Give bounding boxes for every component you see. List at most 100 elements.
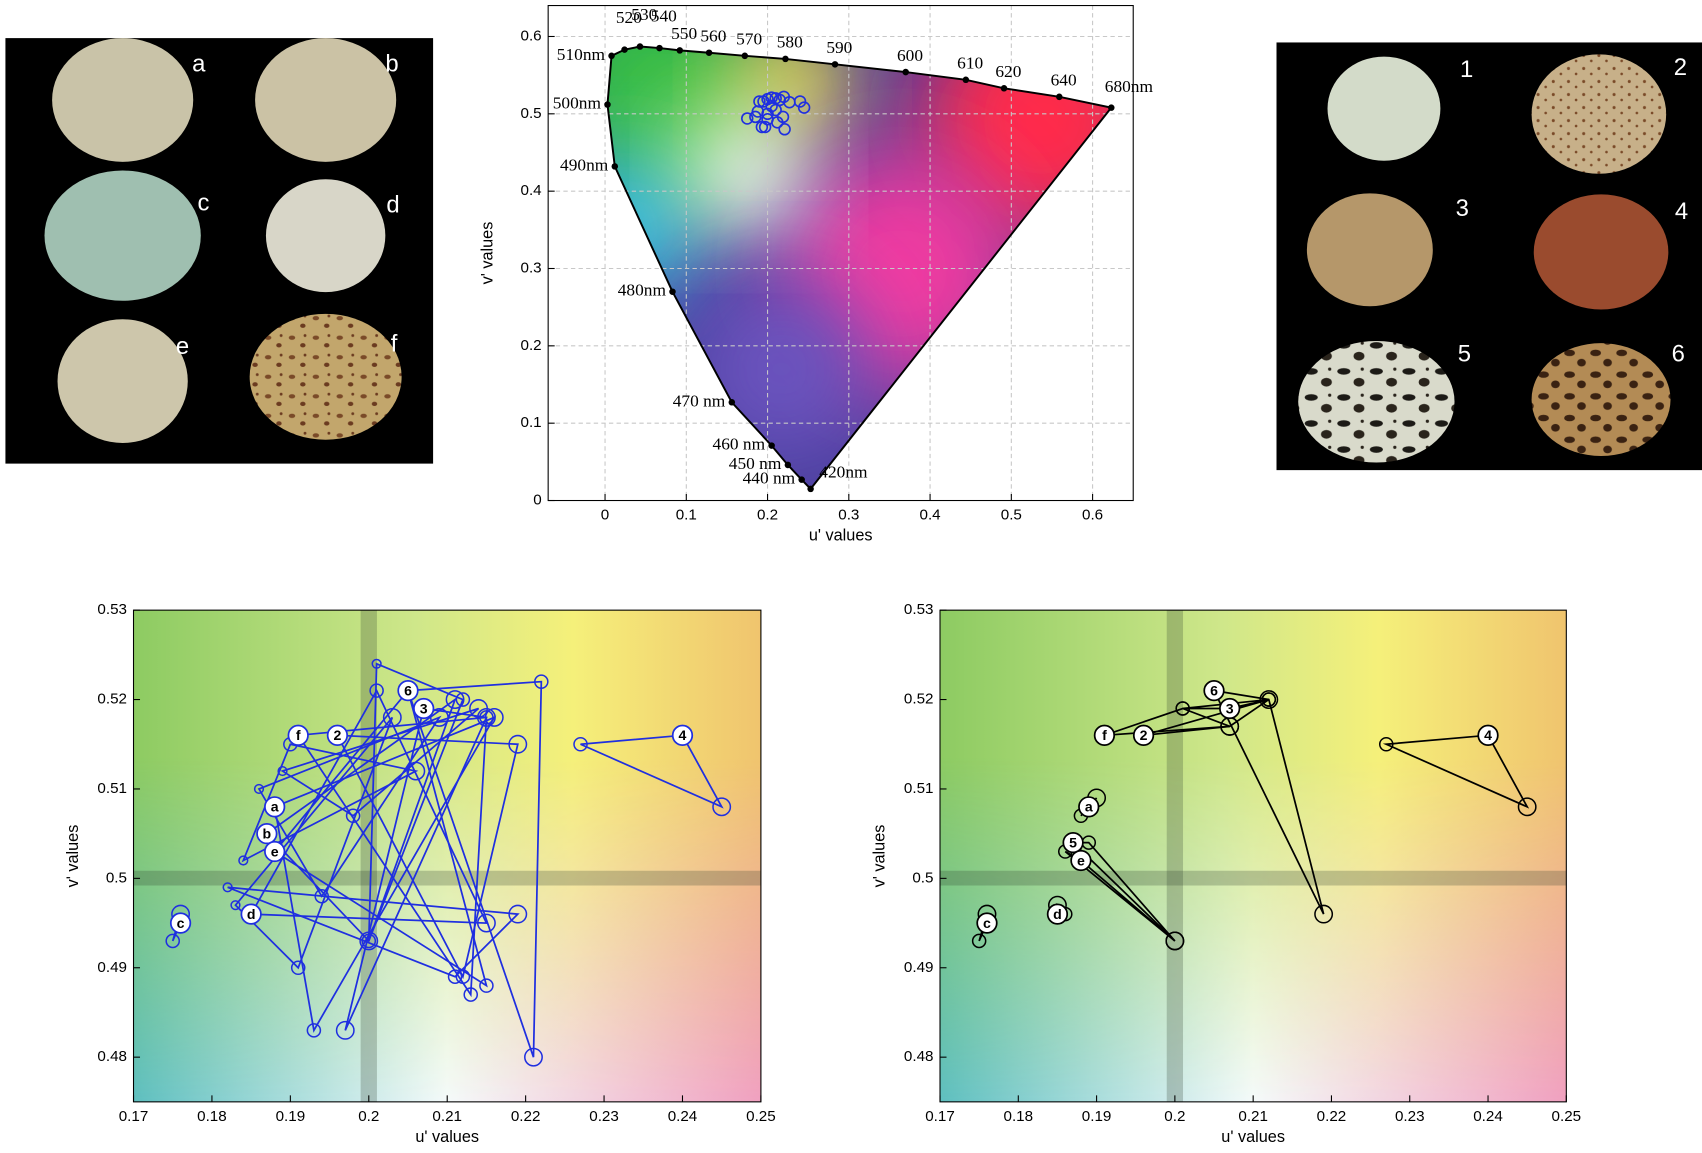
locus-point bbox=[604, 101, 611, 108]
page: {"egg_panels":{"left_labels":["a","b","c… bbox=[0, 0, 1702, 1153]
wavelength-label: 540 bbox=[651, 7, 677, 26]
x-tick-label: 0.24 bbox=[668, 1108, 698, 1125]
x-tick-label: 0.2 bbox=[358, 1108, 379, 1125]
locus-point bbox=[669, 288, 676, 295]
x-tick-label: 0.18 bbox=[1004, 1108, 1034, 1125]
x-tick-label: 0.2 bbox=[1164, 1108, 1185, 1125]
point-label: 3 bbox=[1226, 700, 1234, 716]
egg bbox=[1298, 341, 1454, 463]
y-tick-label: 0.51 bbox=[97, 780, 127, 797]
egg-label: c bbox=[198, 190, 210, 217]
x-tick-label: 0.21 bbox=[1238, 1108, 1268, 1125]
x-tick-label: 0.22 bbox=[511, 1108, 541, 1125]
locus-point bbox=[768, 442, 775, 449]
right-egg-panel: 1 2 3 4 5 6 bbox=[1277, 42, 1702, 470]
left-egg-panel: a b c d e f bbox=[5, 38, 433, 464]
egg-label: 1 bbox=[1460, 56, 1473, 83]
wavelength-label: 490nm bbox=[560, 155, 609, 174]
plot-band bbox=[1167, 610, 1183, 1102]
y-tick-label: 0.49 bbox=[904, 959, 934, 976]
wavelength-label: 420nm bbox=[819, 463, 868, 482]
x-tick-label: 0.17 bbox=[119, 1108, 149, 1125]
point-label: 4 bbox=[679, 727, 687, 743]
y-axis-label: v' values bbox=[479, 222, 497, 285]
point-label: 2 bbox=[333, 727, 341, 743]
egg-label: a bbox=[192, 51, 206, 78]
point-label: 5 bbox=[1069, 834, 1077, 850]
egg bbox=[1532, 54, 1667, 173]
x-tick-label: 0.2 bbox=[757, 507, 778, 524]
wavelength-label: 560 bbox=[700, 27, 726, 46]
x-tick-label: 0.17 bbox=[925, 1108, 955, 1125]
wavelength-label: 640 bbox=[1051, 71, 1077, 90]
locus-point bbox=[742, 53, 749, 60]
locus-point bbox=[782, 56, 789, 63]
locus-point bbox=[785, 462, 792, 469]
x-tick-label: 0.23 bbox=[589, 1108, 619, 1125]
wavelength-label: 460 nm bbox=[713, 435, 766, 454]
plot-band bbox=[940, 871, 1566, 886]
point-label: f bbox=[1102, 727, 1107, 743]
point-label: c bbox=[177, 915, 185, 931]
y-tick-label: 0.6 bbox=[521, 27, 542, 44]
y-tick-label: 0.52 bbox=[904, 691, 934, 708]
locus-point bbox=[1001, 85, 1008, 92]
wavelength-label: 550 bbox=[671, 24, 697, 43]
x-tick-label: 0.21 bbox=[432, 1108, 462, 1125]
wavelength-label: 480nm bbox=[618, 281, 667, 300]
point-label: 2 bbox=[1140, 727, 1148, 743]
x-tick-label: 0.24 bbox=[1473, 1108, 1503, 1125]
y-tick-label: 0 bbox=[533, 492, 541, 509]
y-tick-label: 0.48 bbox=[97, 1048, 127, 1065]
wavelength-label: 570 bbox=[736, 30, 762, 49]
egg bbox=[1532, 343, 1671, 456]
egg-label: b bbox=[385, 51, 398, 78]
y-tick-label: 0.5 bbox=[521, 105, 542, 122]
x-tick-label: 0.4 bbox=[920, 507, 941, 524]
y-axis-label: v' values bbox=[64, 825, 82, 888]
point-label: d bbox=[247, 906, 256, 922]
y-axis-label: v' values bbox=[871, 825, 889, 888]
x-tick-label: 0 bbox=[601, 507, 609, 524]
gamut-blob bbox=[695, 282, 869, 456]
y-tick-label: 0.53 bbox=[904, 601, 934, 618]
wavelength-label: 580 bbox=[777, 33, 803, 52]
locus-point bbox=[798, 476, 805, 483]
locus-point bbox=[637, 43, 644, 50]
egg-label: 2 bbox=[1674, 54, 1687, 81]
chart: 0.480.490.50.510.520.530.170.180.190.20.… bbox=[871, 601, 1581, 1146]
egg bbox=[266, 179, 385, 292]
x-axis-label: u' values bbox=[809, 527, 873, 545]
wavelength-label: 450 nm bbox=[729, 454, 782, 473]
y-tick-label: 0.2 bbox=[521, 337, 542, 354]
egg bbox=[58, 319, 188, 443]
egg bbox=[1534, 194, 1669, 309]
wavelength-label: 470 nm bbox=[673, 391, 726, 410]
x-tick-label: 0.5 bbox=[1001, 507, 1022, 524]
x-tick-label: 0.25 bbox=[746, 1108, 776, 1125]
x-axis-label: u' values bbox=[1221, 1128, 1285, 1146]
egg bbox=[45, 171, 201, 301]
x-tick-label: 0.6 bbox=[1082, 507, 1103, 524]
egg-label: e bbox=[176, 333, 189, 360]
x-tick-label: 0.18 bbox=[197, 1108, 227, 1125]
point-label: c bbox=[983, 915, 991, 931]
egg-label: f bbox=[391, 331, 398, 358]
point-label: d bbox=[1053, 906, 1062, 922]
wavelength-label: 500nm bbox=[553, 94, 602, 113]
egg bbox=[1307, 193, 1433, 306]
locus-point bbox=[729, 399, 736, 406]
point-label: 6 bbox=[1210, 682, 1218, 698]
egg-label: 6 bbox=[1672, 340, 1685, 367]
locus-point bbox=[706, 49, 713, 56]
locus-point bbox=[807, 486, 814, 493]
x-tick-label: 0.1 bbox=[676, 507, 697, 524]
plot-bg-bottom bbox=[940, 610, 1566, 1102]
egg-label: 5 bbox=[1458, 340, 1471, 367]
gamut-blob bbox=[689, 114, 808, 233]
y-tick-label: 0.4 bbox=[521, 182, 542, 199]
x-tick-label: 0.19 bbox=[1082, 1108, 1112, 1125]
y-tick-label: 0.48 bbox=[904, 1048, 934, 1065]
